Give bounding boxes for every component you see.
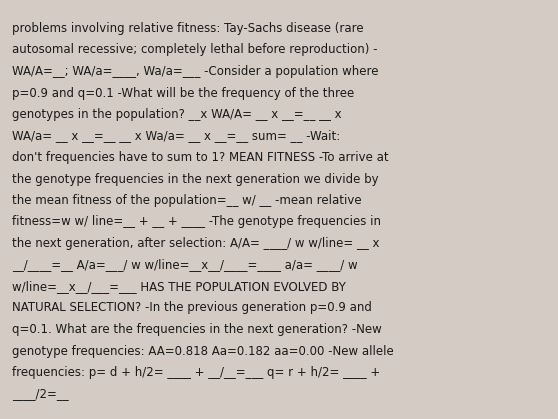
Text: genotype frequencies: AA=0.818 Aa=0.182 aa=0.00 -New allele: genotype frequencies: AA=0.818 Aa=0.182 …: [12, 344, 394, 357]
Text: ____/2=__: ____/2=__: [12, 388, 69, 401]
Text: WA/A=__; WA/a=____, Wa/a=___ -Consider a population where: WA/A=__; WA/a=____, Wa/a=___ -Consider a…: [12, 65, 378, 78]
Text: q=0.1. What are the frequencies in the next generation? -New: q=0.1. What are the frequencies in the n…: [12, 323, 382, 336]
Text: frequencies: p= d + h/2= ____ + __/__=___ q= r + h/2= ____ +: frequencies: p= d + h/2= ____ + __/__=__…: [12, 366, 380, 379]
Text: the next generation, after selection: A/A= ____/ w w/line= __ x: the next generation, after selection: A/…: [12, 237, 379, 250]
Text: p=0.9 and q=0.1 -What will be the frequency of the three: p=0.9 and q=0.1 -What will be the freque…: [12, 86, 354, 99]
Text: __/____=__ A/a=___/ w w/line=__x__/____=____ a/a= ____/ w: __/____=__ A/a=___/ w w/line=__x__/____=…: [12, 259, 358, 272]
Text: w/line=__x__/___=___ HAS THE POPULATION EVOLVED BY: w/line=__x__/___=___ HAS THE POPULATION …: [12, 280, 346, 293]
Text: the mean fitness of the population=__ w/ __ -mean relative: the mean fitness of the population=__ w/…: [12, 194, 362, 207]
Text: the genotype frequencies in the next generation we divide by: the genotype frequencies in the next gen…: [12, 173, 379, 186]
Text: autosomal recessive; completely lethal before reproduction) -: autosomal recessive; completely lethal b…: [12, 44, 378, 57]
Text: NATURAL SELECTION? -In the previous generation p=0.9 and: NATURAL SELECTION? -In the previous gene…: [12, 302, 372, 315]
Text: genotypes in the population? __x WA/A= __ x __=__ __ x: genotypes in the population? __x WA/A= _…: [12, 108, 341, 121]
Text: fitness=w w/ line=__ + __ + ____ -The genotype frequencies in: fitness=w w/ line=__ + __ + ____ -The ge…: [12, 215, 381, 228]
Text: WA/a= __ x __=__ __ x Wa/a= __ x __=__ sum= __ -Wait:: WA/a= __ x __=__ __ x Wa/a= __ x __=__ s…: [12, 129, 340, 142]
Text: don't frequencies have to sum to 1? MEAN FITNESS -To arrive at: don't frequencies have to sum to 1? MEAN…: [12, 151, 388, 164]
Text: problems involving relative fitness: Tay-Sachs disease (rare: problems involving relative fitness: Tay…: [12, 22, 364, 35]
